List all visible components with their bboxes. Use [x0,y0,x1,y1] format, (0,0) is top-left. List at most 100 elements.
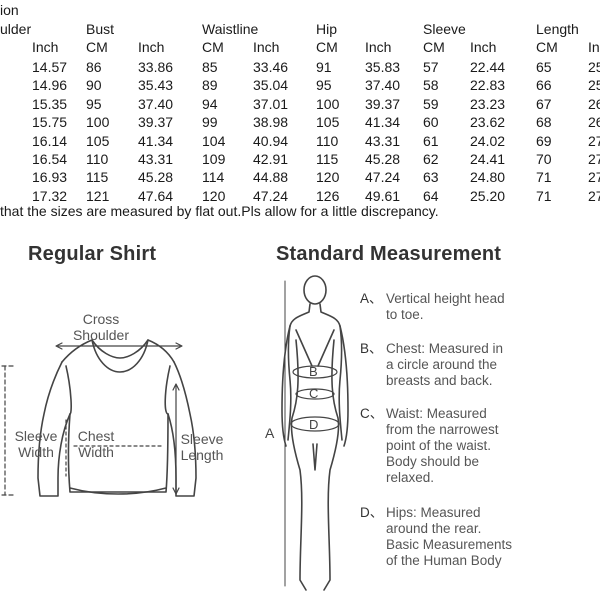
cross-shoulder-line-2: Shoulder [72,327,130,343]
table-cell: 43.31 [365,132,401,149]
body-figure-icon [281,275,349,591]
table-cell: 58 [423,77,439,94]
table-cell: 25.20 [470,187,506,204]
chest-width-label: Chest Width [70,428,122,460]
table-cell: 99 [202,114,218,131]
table-cell: 45.28 [365,151,401,167]
sleeve-length-arrow [172,383,180,495]
cross-shoulder-arrow [55,342,183,350]
table-cell: 27 [588,132,600,149]
body-label-c: C [309,386,319,401]
table-cell: 23.62 [470,114,506,131]
table-cell: 86 [86,59,102,75]
measurement-description-line: breasts and back. [386,373,493,388]
table-cell: 16.93 [32,169,68,186]
header-waistline: Waistline [202,21,259,37]
header-bust: Bust [86,21,115,37]
table-cell: 63 [423,169,439,186]
table-cell: 110 [86,151,109,167]
table-cell: 61 [423,132,439,149]
table-cell: 37.40 [365,77,401,94]
table-cell: 44.88 [253,169,289,186]
table-cell: 24.02 [470,132,506,149]
table-cell: 115 [316,151,339,167]
table-cell: 15.35 [32,95,68,112]
table-cell: 89 [202,77,218,94]
subheader-cell: In [588,39,600,55]
body-label-a: A [265,425,275,441]
table-cell: 120 [316,169,340,186]
table-cell: 22.83 [470,77,506,94]
table-cell: 65 [536,59,552,75]
subheader-cell: Inch [32,39,59,55]
table-cell: 105 [86,132,110,149]
table-cell: 40.94 [253,132,289,149]
sleeve-length-label: Sleeve Length [176,431,228,463]
shirt-title: Regular Shirt [28,243,157,265]
header-sleeve: Sleeve [423,21,466,37]
table-cell: 17.32 [32,187,68,204]
sleeve-width-line-1: Sleeve [14,428,58,444]
measurement-description-line: relaxed. [386,470,435,485]
subheader-cell: CM [423,39,445,55]
table-cell: 91 [316,59,332,75]
measurement-description-line: around the rear. [386,521,482,536]
table-cell: 37.01 [253,95,289,112]
table-cell: 14.96 [32,77,68,94]
subheader-cell: CM [202,39,224,55]
subheader-cell: CM [536,39,558,55]
table-cell: 70 [536,151,552,167]
table-cell: 27 [588,169,600,186]
table-cell: 126 [316,187,340,204]
hip-ring [290,416,340,432]
table-cell: 47.24 [365,169,401,186]
chest-width-line-1: Chest [77,428,115,444]
measurement-description-line: Vertical height head [386,291,505,306]
subheader-cell: Inch [138,39,165,55]
table-cell: 104 [202,132,226,149]
table-cell: 15.75 [32,114,68,131]
header-length: Length [536,21,579,37]
subheader-cell: Inch [253,39,280,55]
left-length-guide [1,365,17,496]
size-chart-table: ion ulder Bust Waistline Hip Sleeve Leng… [0,0,600,219]
table-cell: 38.98 [253,114,289,131]
table-cell: 22.44 [470,59,506,75]
table-cell: 45.28 [138,169,174,186]
table-cell: 85 [202,59,218,75]
measurement-description-line: Waist: Measured [386,406,487,421]
measurement-description-line: Chest: Measured in [386,341,504,356]
table-cell: 57 [423,59,439,75]
table-cell: 105 [316,114,340,131]
measurement-key: D、 [360,505,384,520]
table-cell: 110 [316,132,339,149]
table-cell: 114 [202,169,225,186]
table-cell: 26 [588,114,600,131]
table-cell: 66 [536,77,552,94]
table-cell: 94 [202,95,218,112]
table-cell: 115 [86,169,109,186]
table-cell: 27 [588,151,600,167]
table-cell: 95 [316,77,332,94]
header-shoulder: ulder [0,21,32,37]
table-cell: 49.61 [365,187,401,204]
table-cell: 59 [423,95,439,112]
measurement-description-line: of the Human Body [386,553,502,568]
measurement-description-line: Basic Measurements [386,537,513,552]
table-cell: 42.91 [253,151,289,167]
table-cell: 16.14 [32,132,68,149]
table-cell: 33.86 [138,59,174,75]
cross-shoulder-line-1: Cross [82,311,120,327]
measurement-description-line: Hips: Measured [386,505,481,520]
sleeve-length-line-1: Sleeve [180,431,224,447]
shirt-outline-icon [37,339,197,497]
measurement-key: C、 [360,406,384,421]
table-cell: 39.37 [365,95,401,112]
table-title-fragment: ion [0,2,19,18]
cross-shoulder-label: Cross Shoulder [66,311,136,343]
table-cell: 120 [202,187,226,204]
chest-ring [292,365,338,379]
table-cell: 68 [536,114,552,131]
waist-ring [295,388,335,400]
